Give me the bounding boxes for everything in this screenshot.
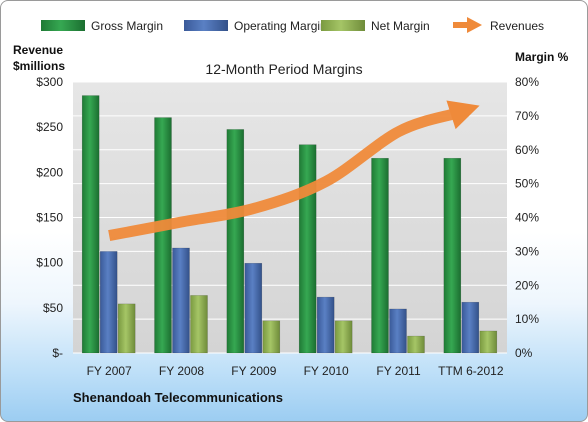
bar-net-margin (479, 330, 498, 354)
gridlines (73, 81, 507, 354)
bar-gross-margin (371, 157, 389, 354)
bar-net-margin (334, 320, 353, 354)
bar-net-margin (407, 335, 425, 354)
right-tick-label: 80% (515, 75, 539, 89)
bar-gross-margin (154, 117, 172, 354)
right-tick-label: 30% (515, 244, 539, 258)
category-label: TTM 6-2012 (438, 364, 504, 378)
category-axis: FY 2007 FY 2008 FY 2009 FY 2010 FY 2011 TTM 6… (87, 364, 504, 378)
category-label: FY 2011 (376, 364, 421, 378)
bar-gross-margin (81, 95, 100, 354)
bar-operating-margin (172, 247, 190, 354)
right-tick-label: 20% (515, 278, 539, 292)
left-tick-label: $100 (36, 256, 63, 270)
right-tick-label: 40% (515, 211, 539, 225)
bar-operating-margin (244, 262, 263, 354)
legend-label-net-margin: Net Margin (371, 19, 430, 33)
company-name: Shenandoah Telecommunications (73, 390, 283, 405)
legend-label-revenues: Revenues (490, 19, 544, 33)
left-tick-label: $300 (36, 75, 63, 89)
right-tick-label: 60% (515, 143, 539, 157)
bar-operating-margin (461, 301, 480, 354)
bar-operating-margin (316, 296, 335, 354)
bars (81, 95, 498, 354)
bar-gross-margin (443, 157, 462, 354)
right-axis-title: Margin % (515, 50, 569, 64)
bar-operating-margin (99, 251, 118, 354)
revenue-line (108, 108, 457, 241)
right-axis: 80% 70% 60% 50% 40% 30% 20% 10% 0% (515, 75, 539, 360)
right-tick-label: 10% (515, 312, 539, 326)
chart-title: 12-Month Period Margins (205, 61, 362, 77)
category-label: FY 2009 (231, 364, 276, 378)
revenue-arrowhead (446, 100, 480, 130)
left-tick-label: $200 (36, 165, 63, 179)
bar-gross-margin (298, 144, 317, 354)
left-axis: $300 $250 $200 $150 $100 $50 $- (36, 75, 63, 360)
legend: Gross Margin Operating Margin Net Margin… (41, 17, 544, 33)
right-tick-label: 50% (515, 177, 539, 191)
left-axis-title-line2: $millions (13, 59, 65, 73)
bar-net-margin (190, 295, 208, 354)
legend-swatch-net-margin (321, 20, 365, 31)
left-tick-label: $- (52, 346, 63, 360)
left-tick-label: $250 (36, 120, 63, 134)
legend-label-operating-margin: Operating Margin (234, 19, 327, 33)
bar-operating-margin (389, 308, 407, 354)
revenue-arrow (108, 100, 480, 241)
left-axis-title-line1: Revenue (13, 43, 63, 57)
category-label: FY 2010 (304, 364, 349, 378)
bar-net-margin (117, 303, 136, 354)
right-tick-label: 0% (515, 346, 533, 360)
legend-swatch-revenues (453, 17, 482, 33)
category-label: FY 2008 (159, 364, 204, 378)
legend-label-gross-margin: Gross Margin (91, 19, 163, 33)
category-label: FY 2007 (87, 364, 132, 378)
bar-gross-margin (226, 129, 245, 354)
right-tick-label: 70% (515, 109, 539, 123)
left-tick-label: $50 (43, 301, 63, 315)
legend-swatch-gross-margin (41, 20, 85, 31)
bar-net-margin (262, 320, 281, 354)
legend-swatch-operating-margin (184, 20, 228, 31)
left-tick-label: $150 (36, 211, 63, 225)
